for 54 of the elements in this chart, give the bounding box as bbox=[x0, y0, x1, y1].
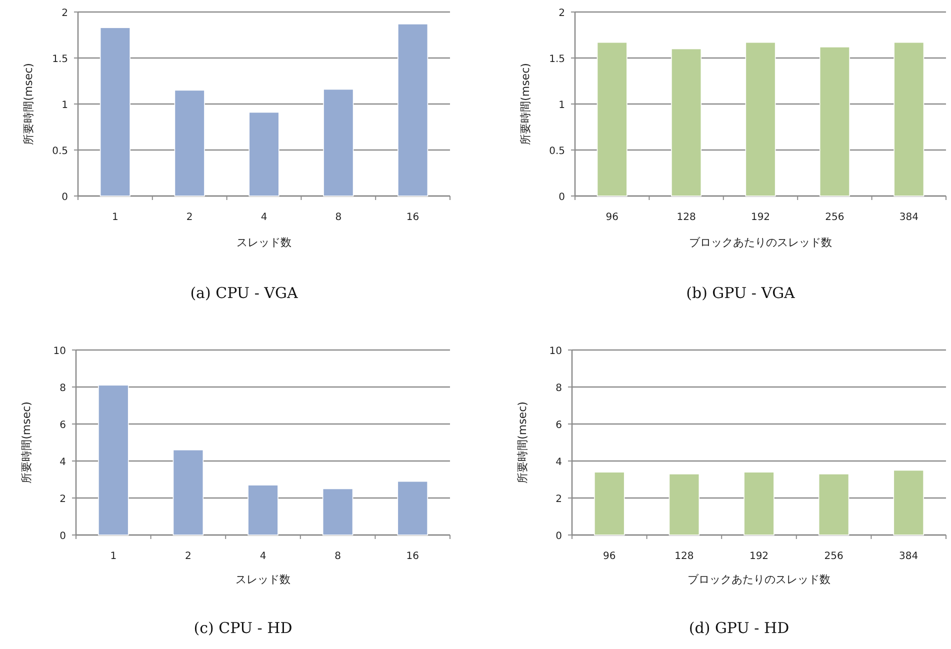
text: (d) GPU - HD bbox=[688, 619, 790, 637]
text: (b) GPU - VGA bbox=[686, 284, 796, 302]
x-tick-label: 96 bbox=[606, 212, 618, 223]
text: (a) CPU - VGA bbox=[190, 284, 298, 302]
x-tick-label: 128 bbox=[676, 212, 696, 223]
x-tick-label: 8 bbox=[334, 551, 341, 562]
y-tick-label: 8 bbox=[556, 383, 562, 394]
x-axis-title: ブロックあたりのスレッド数 bbox=[688, 573, 830, 586]
x-tick-label: 8 bbox=[335, 212, 342, 223]
text: (c) CPU - HD bbox=[194, 619, 292, 637]
x-axis-title: スレッド数 bbox=[236, 573, 290, 586]
x-tick-label: 96 bbox=[603, 551, 616, 562]
x-tick-label: 4 bbox=[260, 551, 266, 562]
y-tick-label: 10 bbox=[549, 346, 562, 357]
x-tick-label: 128 bbox=[674, 551, 694, 562]
x-tick-label: 192 bbox=[750, 212, 770, 223]
y-tick-label: 2 bbox=[60, 494, 66, 505]
x-tick-label: 1 bbox=[110, 551, 117, 562]
x-tick-label: 2 bbox=[186, 212, 193, 223]
y-tick-label: 4 bbox=[556, 457, 562, 468]
y-axis-title: 所要時間(msec) bbox=[519, 63, 532, 145]
y-tick-label: 0 bbox=[556, 531, 562, 542]
y-axis-title: 所要時間(msec) bbox=[22, 63, 35, 145]
y-tick-label: 1 bbox=[558, 100, 565, 111]
x-tick-label: 16 bbox=[406, 212, 420, 223]
y-tick-label: 0 bbox=[60, 531, 66, 542]
x-tick-label: 192 bbox=[749, 551, 769, 562]
y-tick-label: 2 bbox=[558, 8, 565, 19]
y-tick-label: 6 bbox=[60, 420, 66, 431]
x-tick-label: 1 bbox=[112, 212, 118, 223]
y-tick-label: 0 bbox=[558, 192, 565, 203]
y-tick-label: 1.5 bbox=[549, 54, 565, 65]
x-tick-label: 16 bbox=[406, 551, 419, 562]
y-tick-label: 4 bbox=[60, 457, 66, 468]
x-tick-label: 256 bbox=[825, 212, 844, 223]
x-tick-label: 384 bbox=[899, 551, 918, 562]
y-tick-label: 0.5 bbox=[549, 146, 565, 157]
x-axis-title: スレッド数 bbox=[236, 236, 292, 249]
y-tick-label: 8 bbox=[60, 383, 66, 394]
y-tick-label: 2 bbox=[62, 8, 68, 19]
y-tick-label: 6 bbox=[556, 420, 562, 431]
x-tick-label: 2 bbox=[185, 551, 192, 562]
x-tick-label: 256 bbox=[824, 551, 844, 562]
y-tick-label: 0.5 bbox=[52, 146, 68, 157]
y-axis-title: 所要時間(msec) bbox=[516, 402, 529, 484]
x-axis-title: ブロックあたりのスレッド数 bbox=[689, 236, 832, 249]
y-tick-label: 1.5 bbox=[52, 54, 68, 65]
y-tick-label: 1 bbox=[62, 100, 68, 111]
y-tick-label: 0 bbox=[62, 192, 68, 203]
y-tick-label: 2 bbox=[556, 494, 562, 505]
y-axis-title: 所要時間(msec) bbox=[20, 402, 33, 484]
x-tick-label: 4 bbox=[260, 212, 268, 223]
x-tick-label: 384 bbox=[899, 212, 918, 223]
y-tick-label: 10 bbox=[53, 346, 66, 357]
